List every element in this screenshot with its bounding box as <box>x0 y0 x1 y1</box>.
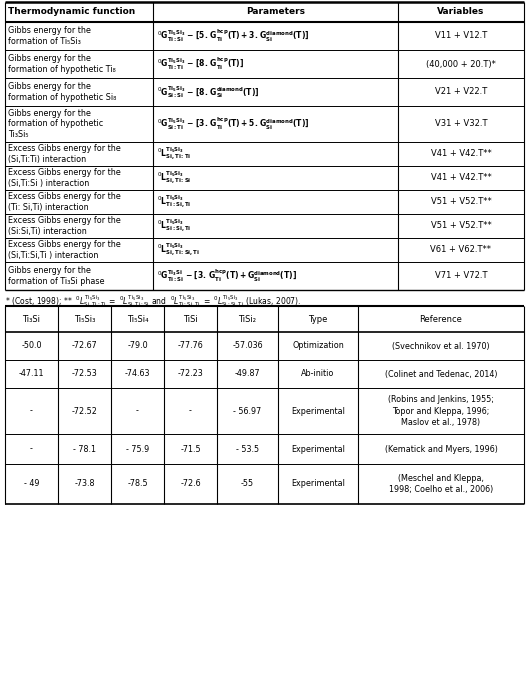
Text: V61 + V62.T**: V61 + V62.T** <box>431 246 491 255</box>
Text: V11 + V12.T: V11 + V12.T <box>435 32 487 41</box>
Text: -72.67: -72.67 <box>71 341 97 351</box>
Text: TiSi: TiSi <box>183 315 198 324</box>
Text: (Svechnikov et al. 1970): (Svechnikov et al. 1970) <box>392 341 490 351</box>
Text: -: - <box>189 406 192 416</box>
Text: -79.0: -79.0 <box>127 341 148 351</box>
Text: (Kematick and Myers, 1996): (Kematick and Myers, 1996) <box>385 445 497 454</box>
Text: * (Cost, 1998); **  $^0L_{\mathrm{Si,Ti:Ti}}^{\mathrm{Ti_5Si_3}}$ $=$ $^0L_{\mat: * (Cost, 1998); ** $^0L_{\mathrm{Si,Ti:T… <box>5 293 302 309</box>
Text: - 53.5: - 53.5 <box>236 445 259 454</box>
Text: -72.6: -72.6 <box>180 479 201 489</box>
Text: V71 + V72.T: V71 + V72.T <box>435 271 487 280</box>
Text: Reference: Reference <box>419 315 462 324</box>
Text: - 56.97: - 56.97 <box>233 406 262 416</box>
Text: -55: -55 <box>241 479 254 489</box>
Text: V51 + V52.T**: V51 + V52.T** <box>431 221 491 230</box>
Text: Ti₅Si₃: Ti₅Si₃ <box>74 315 95 324</box>
Text: V21 + V22.T: V21 + V22.T <box>435 87 487 97</box>
Text: -50.0: -50.0 <box>21 341 42 351</box>
Text: Ti₃Si: Ti₃Si <box>23 315 41 324</box>
Text: $^0\mathbf{G}_{\mathbf{Ti:Ti}}^{\mathbf{Ti_5Si_3}}$ $\mathbf{-}$ $\mathbf{[8.\, : $^0\mathbf{G}_{\mathbf{Ti:Ti}}^{\mathbf{… <box>157 56 244 72</box>
Text: Excess Gibbs energy for the
(Si,Ti:Ti) interaction: Excess Gibbs energy for the (Si,Ti:Ti) i… <box>8 144 121 164</box>
Text: Experimental: Experimental <box>291 406 345 416</box>
Text: (40,000 + 20.T)*: (40,000 + 20.T)* <box>426 60 496 68</box>
Text: V31 + V32.T: V31 + V32.T <box>435 120 487 129</box>
Text: -71.5: -71.5 <box>180 445 201 454</box>
Text: Gibbs energy for the
formation of hypothetic Ti₈: Gibbs energy for the formation of hypoth… <box>8 54 116 74</box>
Text: -72.23: -72.23 <box>178 370 203 378</box>
Text: (Meschel and Kleppa,
1998; Coelho et al., 2006): (Meschel and Kleppa, 1998; Coelho et al.… <box>389 474 493 494</box>
Text: Gibbs energy for the
formation of Ti₅Si₃: Gibbs energy for the formation of Ti₅Si₃ <box>8 26 91 46</box>
Text: Experimental: Experimental <box>291 479 345 489</box>
Text: $^0\mathbf{G}_{\mathbf{Si:Ti}}^{\mathbf{Ti_5Si_3}}$ $\mathbf{-}$ $\mathbf{[3.\, : $^0\mathbf{G}_{\mathbf{Si:Ti}}^{\mathbf{… <box>157 116 309 132</box>
Text: Excess Gibbs energy for the
(Si,Ti:Si ) interaction: Excess Gibbs energy for the (Si,Ti:Si ) … <box>8 168 121 188</box>
Text: Experimental: Experimental <box>291 445 345 454</box>
Text: Thermodynamic function: Thermodynamic function <box>8 7 135 16</box>
Text: (Robins and Jenkins, 1955;
Topor and Kleppa, 1996;
Maslov et al., 1978): (Robins and Jenkins, 1955; Topor and Kle… <box>388 395 494 427</box>
Text: $^0\mathbf{L}_{\mathbf{Ti:Si,Ti}}^{\mathbf{Ti_5Si_3}}$: $^0\mathbf{L}_{\mathbf{Ti:Si,Ti}}^{\math… <box>157 194 191 211</box>
Text: $^0\mathbf{G}_{\mathbf{Si:Si}}^{\mathbf{Ti_5Si_3}}$ $\mathbf{-}$ $\mathbf{[8.\, : $^0\mathbf{G}_{\mathbf{Si:Si}}^{\mathbf{… <box>157 84 260 100</box>
Text: -72.52: -72.52 <box>71 406 97 416</box>
Text: Excess Gibbs energy for the
(Si,Ti:Si,Ti ) interaction: Excess Gibbs energy for the (Si,Ti:Si,Ti… <box>8 240 121 260</box>
Text: - 75.9: - 75.9 <box>126 445 149 454</box>
Text: Type: Type <box>308 315 327 324</box>
Text: V41 + V42.T**: V41 + V42.T** <box>431 173 491 183</box>
Text: - 49: - 49 <box>24 479 39 489</box>
Text: $^0\mathbf{G}_{\mathbf{Ti:Si}}^{\mathbf{Ti_3Si}}$ $\mathbf{-}$ $\mathbf{[3.\, G_: $^0\mathbf{G}_{\mathbf{Ti:Si}}^{\mathbf{… <box>157 268 297 284</box>
Text: Excess Gibbs energy for the
(Si:Si,Ti) interaction: Excess Gibbs energy for the (Si:Si,Ti) i… <box>8 216 121 236</box>
Text: Parameters: Parameters <box>246 7 305 16</box>
Text: -77.76: -77.76 <box>178 341 203 351</box>
Text: Gibbs energy for the
formation of hypothetic Si₈: Gibbs energy for the formation of hypoth… <box>8 82 116 102</box>
Text: -: - <box>136 406 139 416</box>
Text: - 78.1: - 78.1 <box>73 445 96 454</box>
Text: $^0\mathbf{G}_{\mathbf{Ti:Si}}^{\mathbf{Ti_5Si_3}}$ $\mathbf{-}$ $\mathbf{[5.\, : $^0\mathbf{G}_{\mathbf{Ti:Si}}^{\mathbf{… <box>157 28 309 44</box>
Text: TiSi₂: TiSi₂ <box>239 315 257 324</box>
Text: -57.036: -57.036 <box>232 341 263 351</box>
Text: Ti₅Si₄: Ti₅Si₄ <box>126 315 148 324</box>
Text: $^0\mathbf{L}_{\mathbf{Si,Ti:Si}}^{\mathbf{Ti_5Si_3}}$: $^0\mathbf{L}_{\mathbf{Si,Ti:Si}}^{\math… <box>157 169 191 187</box>
Text: -47.11: -47.11 <box>19 370 44 378</box>
Text: -: - <box>30 406 33 416</box>
Text: -78.5: -78.5 <box>127 479 148 489</box>
Text: Optimization: Optimization <box>292 341 344 351</box>
Text: Variables: Variables <box>437 7 485 16</box>
Text: V41 + V42.T**: V41 + V42.T** <box>431 150 491 158</box>
Text: -73.8: -73.8 <box>74 479 95 489</box>
Text: Gibbs energy for the
formation of hypothetic
Ti₃Si₅: Gibbs energy for the formation of hypoth… <box>8 109 103 139</box>
Text: -74.63: -74.63 <box>125 370 150 378</box>
Text: V51 + V52.T**: V51 + V52.T** <box>431 198 491 206</box>
Text: $^0\mathbf{L}_{\mathbf{Si,Ti:Ti}}^{\mathbf{Ti_5Si_3}}$: $^0\mathbf{L}_{\mathbf{Si,Ti:Ti}}^{\math… <box>157 146 191 162</box>
Text: $^0\mathbf{L}_{\mathbf{Si:Si,Ti}}^{\mathbf{Ti_5Si_3}}$: $^0\mathbf{L}_{\mathbf{Si:Si,Ti}}^{\math… <box>157 217 191 234</box>
Text: Ab-initio: Ab-initio <box>302 370 335 378</box>
Text: (Colinet and Tedenac, 2014): (Colinet and Tedenac, 2014) <box>385 370 497 378</box>
Text: Gibbs energy for the
formation of Ti₃Si phase: Gibbs energy for the formation of Ti₃Si … <box>8 266 105 286</box>
Text: Excess Gibbs energy for the
(Ti: Si,Ti) interaction: Excess Gibbs energy for the (Ti: Si,Ti) … <box>8 192 121 212</box>
Text: -72.53: -72.53 <box>71 370 97 378</box>
Text: $^0\mathbf{L}_{\mathbf{Si,Ti:Si,Ti}}^{\mathbf{Ti_5Si_3}}$: $^0\mathbf{L}_{\mathbf{Si,Ti:Si,Ti}}^{\m… <box>157 242 200 259</box>
Text: -: - <box>30 445 33 454</box>
Text: -49.87: -49.87 <box>235 370 260 378</box>
